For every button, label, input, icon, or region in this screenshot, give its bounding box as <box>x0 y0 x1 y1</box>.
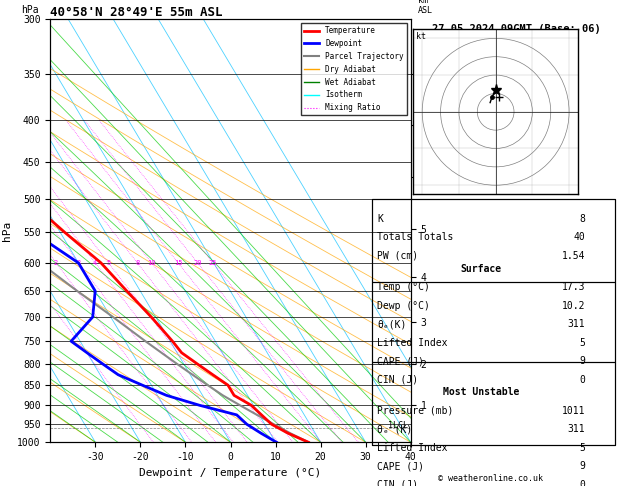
Text: 5: 5 <box>106 260 111 266</box>
Text: © weatheronline.co.uk: © weatheronline.co.uk <box>438 474 543 483</box>
Text: 8: 8 <box>135 260 140 266</box>
Text: 27.05.2024 09GMT (Base: 06): 27.05.2024 09GMT (Base: 06) <box>432 24 601 34</box>
Text: CAPE (J): CAPE (J) <box>377 461 425 471</box>
Text: CIN (J): CIN (J) <box>377 480 418 486</box>
Text: 1.54: 1.54 <box>562 251 585 261</box>
Text: 25: 25 <box>209 260 217 266</box>
Text: 10.2: 10.2 <box>562 301 585 311</box>
Text: 40: 40 <box>573 232 585 243</box>
Text: 1011: 1011 <box>562 406 585 416</box>
X-axis label: Dewpoint / Temperature (°C): Dewpoint / Temperature (°C) <box>140 468 321 478</box>
Text: 17.3: 17.3 <box>562 282 585 292</box>
Text: CIN (J): CIN (J) <box>377 375 418 384</box>
Text: Surface: Surface <box>460 264 502 274</box>
Text: 2: 2 <box>54 260 58 266</box>
Text: Lifted Index: Lifted Index <box>377 443 448 453</box>
Text: 9: 9 <box>579 461 585 471</box>
Text: hPa: hPa <box>21 5 39 15</box>
Text: 311: 311 <box>567 319 585 329</box>
Text: PW (cm): PW (cm) <box>377 251 418 261</box>
Text: 311: 311 <box>567 424 585 434</box>
Text: 3: 3 <box>77 260 81 266</box>
Text: kt: kt <box>416 33 426 41</box>
Text: Pressure (mb): Pressure (mb) <box>377 406 454 416</box>
Text: Dewp (°C): Dewp (°C) <box>377 301 430 311</box>
Text: km
ASL: km ASL <box>418 0 433 15</box>
Text: θₑ (K): θₑ (K) <box>377 424 413 434</box>
Text: 0: 0 <box>579 375 585 384</box>
Text: 5: 5 <box>579 443 585 453</box>
Text: 9: 9 <box>579 356 585 366</box>
Y-axis label: hPa: hPa <box>1 221 11 241</box>
Text: 20: 20 <box>193 260 202 266</box>
Text: 40°58'N 28°49'E 55m ASL: 40°58'N 28°49'E 55m ASL <box>50 6 223 19</box>
Text: 15: 15 <box>174 260 182 266</box>
Text: Temp (°C): Temp (°C) <box>377 282 430 292</box>
Text: Lifted Index: Lifted Index <box>377 338 448 347</box>
Text: Totals Totals: Totals Totals <box>377 232 454 243</box>
Legend: Temperature, Dewpoint, Parcel Trajectory, Dry Adiabat, Wet Adiabat, Isotherm, Mi: Temperature, Dewpoint, Parcel Trajectory… <box>301 23 407 115</box>
Text: θₑ(K): θₑ(K) <box>377 319 407 329</box>
Text: K: K <box>377 214 383 224</box>
Text: 1LCL: 1LCL <box>389 421 408 430</box>
Text: CAPE (J): CAPE (J) <box>377 356 425 366</box>
Text: 0: 0 <box>579 480 585 486</box>
Text: 10: 10 <box>147 260 156 266</box>
Text: 4: 4 <box>93 260 97 266</box>
Text: 8: 8 <box>579 214 585 224</box>
Text: Most Unstable: Most Unstable <box>443 387 520 398</box>
Text: 5: 5 <box>579 338 585 347</box>
